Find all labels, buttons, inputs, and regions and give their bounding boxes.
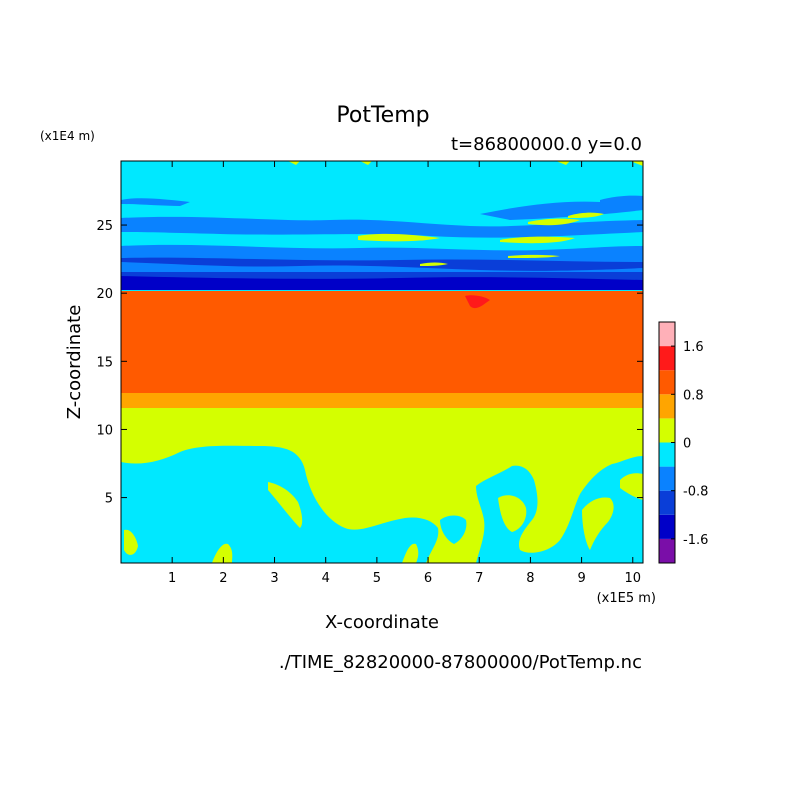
contour-streak xyxy=(121,276,643,290)
x-axis-label: X-coordinate xyxy=(325,612,439,633)
contour-streak xyxy=(121,216,643,238)
contour-streak xyxy=(568,212,604,218)
x-tick-label: 6 xyxy=(424,571,432,586)
contour-streak xyxy=(528,218,580,226)
contour-streak xyxy=(121,198,190,206)
contour-warm-patch xyxy=(212,543,233,563)
x-tick-label: 7 xyxy=(475,571,483,586)
contour-streak xyxy=(121,262,643,272)
contour-streak xyxy=(556,161,570,165)
contour-plot xyxy=(121,161,643,563)
contour-streak xyxy=(288,161,300,165)
y-tick-label: 5 xyxy=(105,492,113,507)
y-tick-label: 15 xyxy=(96,355,113,370)
y-axis-label: Z-coordinate xyxy=(64,305,85,420)
footer-filepath: ./TIME_82820000-87800000/PotTemp.nc xyxy=(279,652,642,673)
chart-subtitle: t=86800000.0 y=0.0 xyxy=(451,134,642,155)
contour-streak xyxy=(360,161,372,165)
colorbar-swatch xyxy=(659,322,675,347)
x-tick-label: 1 xyxy=(168,571,176,586)
chart-title: PotTemp xyxy=(336,103,429,128)
colorbar-swatch xyxy=(659,514,675,539)
colorbar-tick-label: 1.6 xyxy=(683,340,704,355)
colorbar-swatch xyxy=(659,370,675,395)
x-tick-label: 4 xyxy=(322,571,330,586)
x-tick-label: 10 xyxy=(624,571,641,586)
x-tick-label: 8 xyxy=(526,571,534,586)
contour-warm-patch xyxy=(582,497,614,550)
contour-cool-region xyxy=(476,456,643,563)
x-tick-label: 5 xyxy=(373,571,381,586)
contour-streak xyxy=(420,262,448,266)
contour-streak xyxy=(600,195,643,204)
contour-streak xyxy=(358,233,440,242)
contour-streak xyxy=(480,198,643,220)
colorbar-tick-label: 0.8 xyxy=(683,388,704,403)
x-axis-ticks: 1 2 3 4 5 6 7 8 9 10 xyxy=(168,161,641,586)
contour-warm-patch xyxy=(348,489,403,512)
contour-spot xyxy=(465,295,490,309)
colorbar-swatch xyxy=(659,490,675,515)
colorbar-swatch xyxy=(659,442,675,467)
contour-warm-patch xyxy=(402,543,419,563)
colorbar-swatch xyxy=(659,418,675,443)
x-tick-label: 2 xyxy=(219,571,227,586)
contour-warm-patch xyxy=(124,529,138,555)
y-tick-label: 10 xyxy=(96,423,113,438)
contour-layer-08-12 xyxy=(121,291,643,395)
contour-streak xyxy=(508,254,560,258)
colorbar: 1.6 0.8 0 -0.8 -1.6 xyxy=(658,321,708,564)
x-unit-label: (x1E5 m) xyxy=(597,591,656,606)
colorbar-swatch xyxy=(659,466,675,491)
colorbar-swatch xyxy=(659,346,675,371)
contour-warm-patch xyxy=(620,473,643,500)
colorbar-tick-label: -1.6 xyxy=(683,533,708,548)
contour-warm-patch xyxy=(268,482,303,528)
y-tick-label: 20 xyxy=(96,287,113,302)
y-unit-label: (x1E4 m) xyxy=(40,129,95,143)
plot-frame xyxy=(120,160,644,564)
contour-cool-region xyxy=(121,445,439,563)
y-tick-label: 25 xyxy=(96,219,113,234)
x-tick-label: 9 xyxy=(577,571,585,586)
contour-cool-region xyxy=(440,515,467,544)
colorbar-swatch xyxy=(659,538,675,563)
contour-warm-patch xyxy=(498,495,527,532)
contour-layer-04-08 xyxy=(121,393,643,409)
colorbar-tick-label: -0.8 xyxy=(683,485,708,500)
x-tick-label: 3 xyxy=(270,571,278,586)
y-axis-ticks: 5 10 15 20 25 xyxy=(96,219,643,507)
colorbar-tick-label: 0 xyxy=(683,437,691,452)
colorbar-swatch xyxy=(659,394,675,419)
contour-streak xyxy=(500,236,575,244)
